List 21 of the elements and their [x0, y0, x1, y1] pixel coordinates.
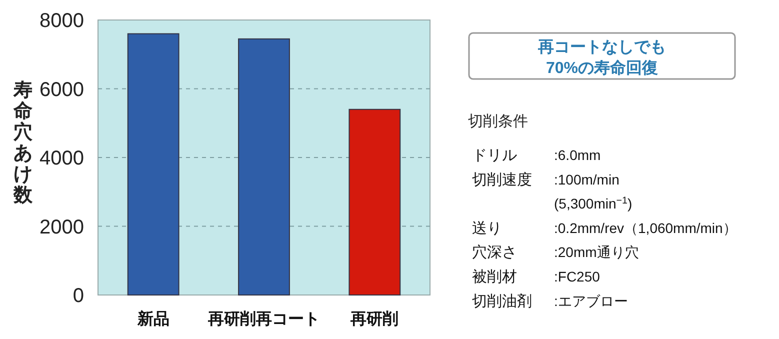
y-axis-title: 寿命穴あけ数 [12, 80, 34, 206]
bar [127, 33, 180, 296]
x-tick-label: 新品 [136, 310, 170, 328]
text: 切削条件 [468, 113, 528, 130]
text: 切削速度 :100m/min [472, 171, 620, 188]
text: (5,300min$^{−1}$) [554, 195, 632, 212]
y-tick-label: 6000 [40, 78, 84, 101]
bar [348, 108, 401, 296]
bar [238, 38, 290, 296]
text: 穴深さ :20mm通り穴 [472, 244, 639, 262]
y-tick-label: 2000 [40, 216, 84, 238]
y-tick-label: 8000 [40, 10, 84, 32]
text: 再コートなしでも 70%の寿命回復 [537, 39, 666, 77]
x-tick-label: 再研削再コート [207, 310, 320, 328]
x-tick-label: 再研削 [350, 310, 399, 328]
text: ドリル :6.0mm [472, 147, 601, 164]
text: 被削材 :FC250 [472, 268, 600, 286]
text: 切削油剤 :エアブロー [472, 292, 628, 310]
y-tick-label: 0 [72, 285, 84, 307]
y-tick-label: 4000 [40, 148, 84, 170]
text: 送り :0.2mm/rev（1,060mm/min） [472, 220, 737, 237]
